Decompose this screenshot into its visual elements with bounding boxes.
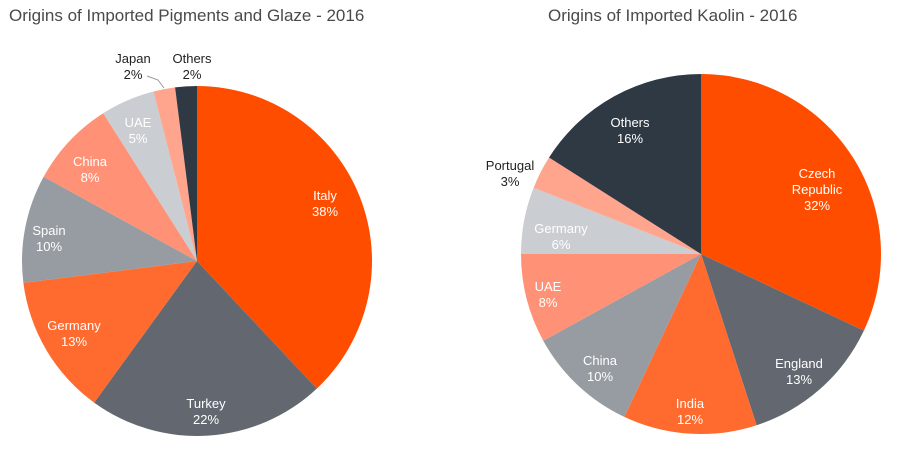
- kaolin-label-pct-england: 13%: [786, 372, 812, 387]
- kaolin-label-pct-czech-republic: 32%: [804, 198, 830, 213]
- pigments-label-japan: Japan 2%: [115, 51, 150, 82]
- pigments-slice-japan: [153, 87, 197, 261]
- chart-title-pigments-glaze: Origins of Imported Pigments and Glaze -…: [9, 6, 365, 25]
- kaolin-slice-others: [549, 74, 701, 254]
- pigments-slice-italy: [197, 85, 373, 389]
- pigments-label-name-germany: Germany: [47, 318, 101, 333]
- kaolin-label-portugal: Portugal 3%: [486, 158, 535, 189]
- pigments-label-others: Others 2%: [172, 51, 212, 82]
- pigments-label-pct-germany: 13%: [61, 334, 87, 349]
- kaolin-label-name-england: England: [775, 356, 823, 371]
- pigments-leader-japan: [146, 75, 165, 89]
- kaolin-slice-germany: [521, 187, 701, 254]
- kaolin-label-name-china: China: [583, 353, 618, 368]
- kaolin-label-england: England 13%: [775, 356, 823, 387]
- kaolin-slice-england: [701, 254, 864, 426]
- pigments-label-name-spain: Spain: [32, 223, 65, 238]
- pigments-slice-china: [43, 113, 198, 262]
- pigments-slice-uae: [103, 91, 197, 261]
- kaolin-label-china: China 10%: [583, 353, 618, 384]
- pigments-label-china: China 8%: [73, 154, 108, 185]
- pigments-label-spain: Spain 10%: [32, 223, 65, 254]
- kaolin-label-name-portugal: Portugal: [486, 158, 535, 173]
- pigments-slice-turkey: [94, 261, 317, 437]
- kaolin-label-name-czech-republic: Czech: [799, 166, 836, 181]
- pigments-label-pct-japan: 2%: [124, 67, 143, 82]
- kaolin-label-germany: Germany 6%: [534, 221, 588, 252]
- pigments-label-uae: UAE 5%: [125, 115, 152, 146]
- pigments-label-pct-italy: 38%: [312, 204, 338, 219]
- pigments-pie: Italy 38% Turkey 22% Germany 13% Spain 10% China…: [22, 51, 373, 437]
- pigments-label-pct-spain: 10%: [36, 239, 62, 254]
- pigments-label-pct-uae: 5%: [129, 131, 148, 146]
- pigments-slice-germany: [23, 261, 197, 403]
- pigments-label-name-italy: Italy: [313, 188, 337, 203]
- kaolin-slice-uae: [521, 254, 701, 341]
- kaolin-slice-india: [624, 254, 757, 434]
- kaolin-label-others: Others 16%: [610, 115, 650, 146]
- pigments-label-name-turkey: Turkey: [186, 396, 226, 411]
- kaolin-label-name-uae: UAE: [535, 279, 562, 294]
- pigments-label-name-others: Others: [172, 51, 212, 66]
- kaolin-label-pct-others: 16%: [617, 131, 643, 146]
- kaolin-label-pct-germany: 6%: [552, 237, 571, 252]
- pigments-label-pct-others: 2%: [183, 67, 202, 82]
- kaolin-label-pct-uae: 8%: [539, 295, 558, 310]
- pigments-label-italy: Italy 38%: [312, 188, 338, 219]
- chart-title-kaolin: Origins of Imported Kaolin - 2016: [548, 6, 798, 25]
- pigments-label-name-uae: UAE: [125, 115, 152, 130]
- pigments-slice-spain: [22, 176, 198, 283]
- kaolin-label-india: India 12%: [676, 396, 705, 427]
- pigments-label-germany: Germany 13%: [47, 318, 101, 349]
- pigments-slice-others: [175, 86, 197, 261]
- kaolin-slice-china: [543, 254, 701, 417]
- pigments-label-pct-china: 8%: [81, 170, 100, 185]
- pigments-label-pct-turkey: 22%: [193, 412, 219, 427]
- kaolin-slice-portugal: [533, 157, 701, 254]
- kaolin-label-name-czech-republic: Republic: [792, 182, 843, 197]
- kaolin-label-pct-portugal: 3%: [501, 174, 520, 189]
- kaolin-slice-czech-republic: [701, 74, 882, 331]
- kaolin-label-pct-china: 10%: [587, 369, 613, 384]
- kaolin-label-name-germany: Germany: [534, 221, 588, 236]
- pigments-label-turkey: Turkey 22%: [186, 396, 226, 427]
- kaolin-label-uae: UAE 8%: [535, 279, 562, 310]
- pigments-label-name-china: China: [73, 154, 108, 169]
- kaolin-pie: Czech Republic 32%England 13%India 12%China 1…: [486, 74, 882, 434]
- kaolin-label-czech-republic: Czech Republic 32%: [792, 166, 843, 213]
- kaolin-label-name-india: India: [676, 396, 705, 411]
- pigments-label-name-japan: Japan: [115, 51, 150, 66]
- kaolin-label-pct-india: 12%: [677, 412, 703, 427]
- kaolin-label-name-others: Others: [610, 115, 650, 130]
